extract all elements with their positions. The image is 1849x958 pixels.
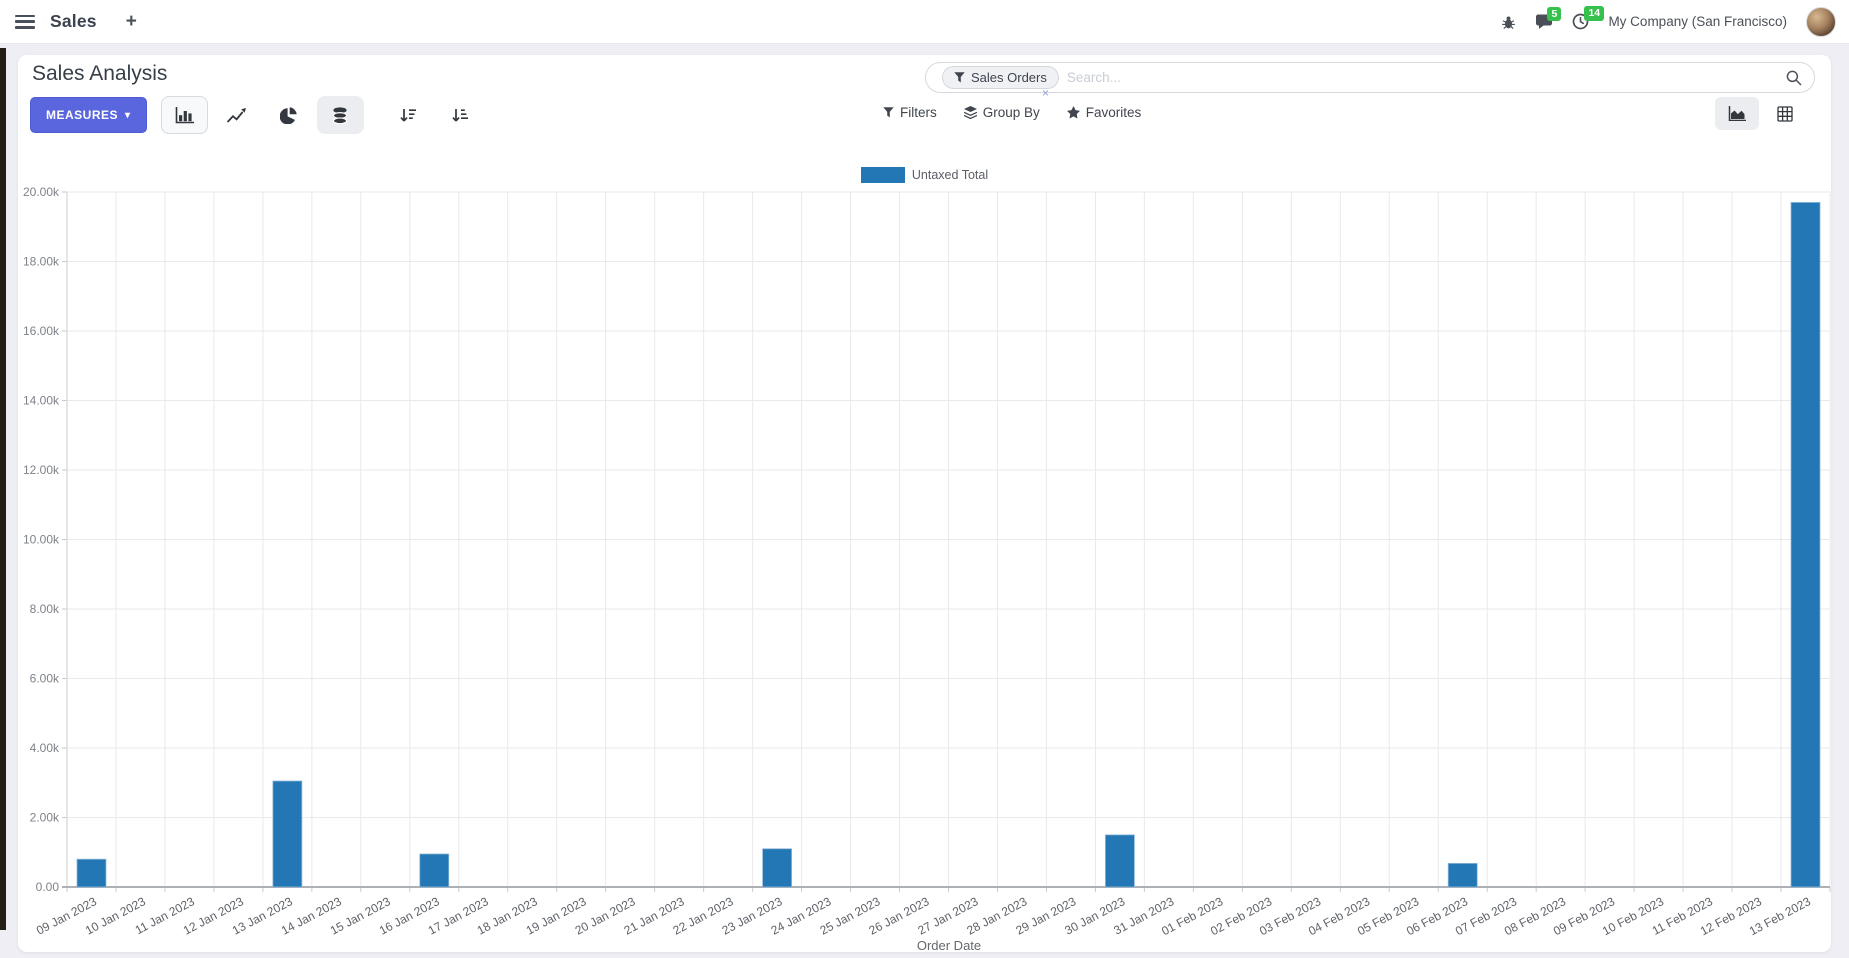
filter-facet[interactable]: Sales Orders bbox=[942, 66, 1059, 89]
measures-button[interactable]: MEASURES ▾ bbox=[30, 97, 147, 133]
y-tick-label: 8.00k bbox=[30, 602, 60, 616]
x-axis-title: Order Date bbox=[916, 938, 982, 953]
star-icon bbox=[1066, 106, 1080, 119]
facet-label: Sales Orders bbox=[971, 70, 1047, 85]
favorites-label: Favorites bbox=[1085, 105, 1142, 120]
search-input[interactable] bbox=[1066, 70, 1786, 85]
pie-chart-view-button[interactable] bbox=[265, 96, 312, 134]
y-tick-label: 20.00k bbox=[23, 185, 60, 199]
bar-06 Feb 2023[interactable] bbox=[1447, 862, 1478, 888]
search-menus: Filters Group By Favorites bbox=[883, 105, 1141, 120]
screen-edge-artifact bbox=[0, 48, 6, 930]
funnel-icon bbox=[954, 72, 965, 83]
facet-remove-button[interactable]: × bbox=[1042, 86, 1050, 100]
plus-icon[interactable]: + bbox=[125, 11, 137, 32]
bar-13 Feb 2023[interactable] bbox=[1790, 202, 1821, 888]
bar-chart-view-button[interactable] bbox=[160, 96, 208, 134]
stacked-view-button[interactable] bbox=[316, 96, 364, 134]
bar-chart-icon bbox=[175, 106, 194, 123]
pivot-grid-icon bbox=[1777, 105, 1793, 122]
pivot-view-switcher[interactable] bbox=[1763, 97, 1807, 130]
line-chart-view-button[interactable] bbox=[213, 96, 260, 134]
legend-swatch bbox=[860, 167, 905, 183]
bar-09 Jan 2023[interactable] bbox=[76, 858, 107, 888]
search-bar[interactable]: Sales Orders × bbox=[925, 62, 1815, 99]
group-by-label: Group By bbox=[982, 105, 1040, 120]
y-tick-label: 16.00k bbox=[23, 324, 60, 338]
page-title: Sales Analysis bbox=[32, 62, 168, 85]
sort-descending-button[interactable] bbox=[385, 96, 432, 134]
activities-badge: 14 bbox=[1584, 6, 1605, 21]
y-tick-label: 4.00k bbox=[30, 741, 60, 755]
y-tick-label: 6.00k bbox=[30, 672, 60, 686]
bar-16 Jan 2023[interactable] bbox=[419, 853, 450, 888]
funnel-icon bbox=[883, 107, 894, 118]
sales-analysis-chart: 0.00 2.00k 4.00k 6.00k 8.00k 10.00k 12.00k 14.0… bbox=[23, 185, 1831, 938]
bar-30 Jan 2023[interactable] bbox=[1105, 834, 1135, 888]
sort-ascending-button[interactable] bbox=[437, 96, 484, 134]
pie-chart-icon bbox=[279, 106, 297, 124]
area-chart-icon bbox=[1728, 106, 1746, 121]
activities-icon[interactable]: 14 bbox=[1572, 6, 1605, 30]
hamburger-menu-icon[interactable] bbox=[15, 14, 35, 29]
y-tick-label: 18.00k bbox=[23, 255, 60, 269]
chart-legend[interactable]: Untaxed Total bbox=[18, 167, 1831, 183]
view-switcher bbox=[1715, 97, 1807, 130]
messages-icon[interactable]: 5 bbox=[1535, 6, 1562, 30]
graph-view-switcher[interactable] bbox=[1715, 97, 1759, 130]
sort-descending-icon bbox=[400, 108, 417, 122]
y-tick-label: 12.00k bbox=[23, 463, 60, 477]
legend-label: Untaxed Total bbox=[911, 168, 989, 182]
y-tick-label: 0.00 bbox=[36, 880, 60, 894]
line-chart-icon bbox=[226, 107, 246, 123]
filters-label: Filters bbox=[900, 105, 937, 120]
content-panel: Sales Analysis MEASURES ▾ bbox=[18, 55, 1831, 953]
layers-icon bbox=[963, 106, 977, 119]
favorites-menu[interactable]: Favorites bbox=[1066, 105, 1142, 120]
group-by-menu[interactable]: Group By bbox=[963, 105, 1040, 120]
filters-menu[interactable]: Filters bbox=[883, 105, 937, 120]
app-name-menu[interactable]: Sales bbox=[50, 11, 97, 31]
top-navbar: Sales + 5 14 My Company (San Francisco) bbox=[0, 0, 1849, 44]
search-icon[interactable] bbox=[1786, 70, 1802, 86]
company-name[interactable]: My Company (San Francisco) bbox=[1608, 14, 1787, 29]
chevron-down-icon: ▾ bbox=[125, 109, 131, 121]
bar-13 Jan 2023[interactable] bbox=[272, 780, 303, 888]
measures-label: MEASURES bbox=[46, 108, 119, 122]
user-avatar[interactable] bbox=[1806, 6, 1836, 37]
bar-23 Jan 2023[interactable] bbox=[762, 848, 792, 888]
messages-badge: 5 bbox=[1547, 6, 1562, 22]
bug-icon[interactable] bbox=[1501, 14, 1516, 30]
control-panel-buttons: MEASURES ▾ bbox=[30, 96, 484, 134]
y-tick-label: 10.00k bbox=[23, 533, 60, 547]
y-tick-label: 2.00k bbox=[30, 811, 60, 825]
sort-ascending-icon bbox=[452, 108, 469, 122]
stacked-icon bbox=[332, 106, 348, 124]
y-tick-label: 14.00k bbox=[23, 394, 60, 408]
